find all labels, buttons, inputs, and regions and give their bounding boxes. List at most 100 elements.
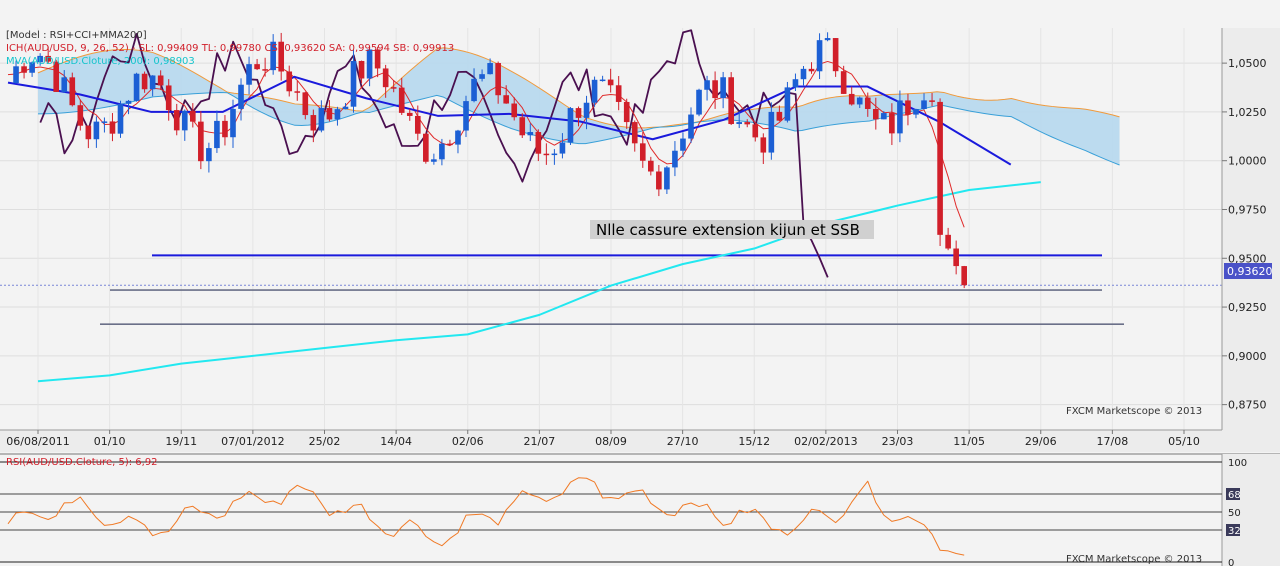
candle bbox=[495, 61, 501, 104]
candle bbox=[824, 32, 831, 42]
price-tag bbox=[1224, 263, 1272, 279]
candle bbox=[262, 57, 268, 77]
candle bbox=[53, 59, 60, 92]
price-axis[interactable] bbox=[1222, 28, 1280, 430]
date-tick-label: 27/10 bbox=[667, 435, 699, 448]
candle bbox=[302, 91, 309, 120]
mva200-polyline bbox=[37, 181, 1041, 383]
candle bbox=[77, 99, 84, 131]
candle bbox=[149, 75, 156, 97]
candle bbox=[848, 86, 855, 106]
candle bbox=[551, 149, 558, 165]
candle bbox=[615, 76, 622, 111]
candle bbox=[487, 58, 493, 75]
candle bbox=[543, 143, 550, 165]
candle bbox=[945, 227, 951, 251]
price-tick-label: 0,8750 bbox=[1228, 399, 1267, 412]
rsi-level-label: 0 bbox=[1228, 558, 1234, 566]
candle bbox=[760, 133, 767, 165]
annotation-box bbox=[590, 220, 874, 239]
candle bbox=[463, 95, 469, 138]
candle bbox=[905, 93, 911, 126]
main-watermark: FXCM Marketscope © 2013 bbox=[1066, 406, 1202, 417]
candle bbox=[527, 123, 534, 142]
candle bbox=[519, 113, 526, 138]
candle bbox=[390, 80, 397, 93]
candle bbox=[623, 98, 630, 129]
candle bbox=[350, 49, 357, 113]
date-tick-label: 25/02 bbox=[309, 435, 341, 448]
rsi-level-label: 32 bbox=[1228, 526, 1241, 537]
candle bbox=[639, 132, 646, 168]
date-tick-label: 15/12 bbox=[738, 435, 770, 448]
candle bbox=[141, 71, 148, 93]
candle bbox=[254, 58, 260, 71]
candle bbox=[832, 38, 839, 77]
price-tick-label: 1,0250 bbox=[1228, 106, 1267, 119]
candlesticks bbox=[13, 32, 968, 289]
candle bbox=[664, 165, 670, 195]
candle bbox=[222, 115, 228, 146]
candle bbox=[133, 72, 140, 102]
candle bbox=[406, 108, 413, 121]
candle bbox=[559, 133, 566, 159]
date-tick-label: 06/08/2011 bbox=[6, 435, 69, 448]
candle bbox=[165, 79, 172, 121]
date-tick-label: 17/08 bbox=[1097, 435, 1129, 448]
candle bbox=[583, 95, 590, 130]
candle bbox=[61, 70, 68, 93]
candle bbox=[318, 100, 325, 133]
candle bbox=[503, 85, 509, 104]
price-tick-label: 1,0000 bbox=[1228, 155, 1267, 168]
candle bbox=[206, 142, 212, 173]
candle bbox=[712, 71, 718, 109]
date-tick-label: 21/07 bbox=[524, 435, 556, 448]
candle bbox=[21, 63, 27, 79]
candle bbox=[125, 99, 132, 115]
horizontal-levels bbox=[0, 254, 1222, 326]
candle bbox=[238, 78, 244, 121]
candle bbox=[872, 97, 879, 130]
candle bbox=[310, 109, 317, 143]
candle bbox=[455, 129, 461, 154]
candle bbox=[921, 93, 927, 110]
date-tick-label: 02/02/2013 bbox=[794, 435, 857, 448]
candle bbox=[631, 120, 638, 152]
candle bbox=[109, 113, 116, 142]
candle bbox=[358, 60, 365, 84]
rsi-watermark: FXCM Marketscope © 2013 bbox=[1066, 554, 1202, 565]
candle bbox=[471, 68, 477, 103]
date-tick-label: 14/04 bbox=[380, 435, 412, 448]
date-tick-label: 19/11 bbox=[165, 435, 197, 448]
candle bbox=[69, 72, 76, 107]
annotation-text: Nlle cassure extension kijun et SSB bbox=[596, 221, 860, 239]
rsi-level-label: 68 bbox=[1228, 490, 1241, 501]
rsi-levels: 100 68 50 32 0 bbox=[0, 458, 1247, 566]
candle bbox=[808, 62, 815, 74]
candle bbox=[270, 34, 276, 75]
candle bbox=[792, 73, 799, 92]
candle bbox=[45, 46, 51, 64]
legend-ichimoku: ICH(AUD/USD, 9, 26, 52) - SL: 0,99409 TL… bbox=[6, 43, 454, 54]
date-tick-label: 07/01/2012 bbox=[221, 435, 284, 448]
candle bbox=[13, 60, 19, 84]
candle bbox=[431, 153, 437, 165]
candle bbox=[334, 106, 341, 126]
mva200-line bbox=[37, 181, 1041, 383]
date-axis[interactable] bbox=[0, 430, 1280, 452]
candle bbox=[157, 70, 164, 90]
candle bbox=[181, 109, 188, 141]
candle bbox=[382, 64, 389, 98]
rsi-axis[interactable] bbox=[1222, 454, 1280, 566]
price-tick-label: 0,9750 bbox=[1228, 203, 1267, 216]
candle bbox=[680, 132, 686, 157]
candle bbox=[414, 105, 421, 141]
candle bbox=[511, 97, 518, 121]
rsi-level-badge bbox=[1226, 488, 1240, 500]
candle bbox=[342, 103, 349, 110]
candle bbox=[29, 61, 35, 77]
rsi-level-label: 100 bbox=[1228, 458, 1247, 469]
candle bbox=[776, 105, 783, 122]
